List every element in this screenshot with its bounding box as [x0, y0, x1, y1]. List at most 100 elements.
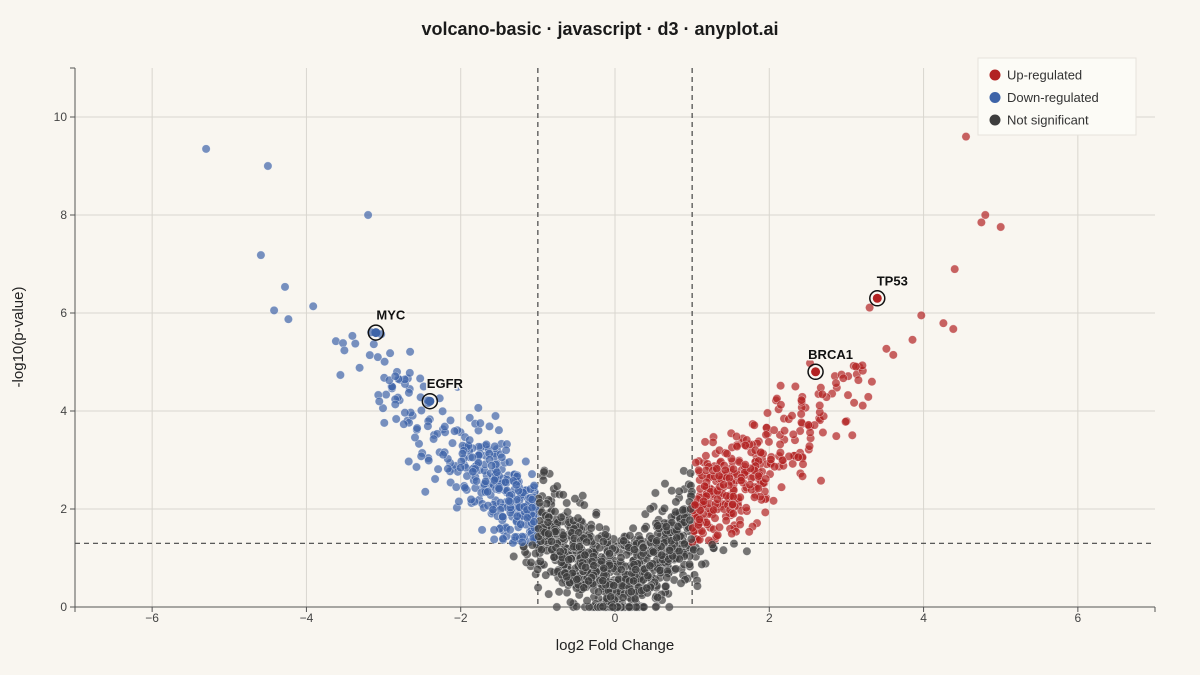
data-point [527, 503, 537, 513]
data-point [760, 507, 770, 517]
data-point [719, 480, 729, 490]
data-point [695, 546, 705, 556]
data-point [776, 482, 786, 492]
data-point [533, 564, 543, 574]
data-point [660, 479, 670, 489]
data-point [798, 459, 808, 469]
data-point [504, 457, 514, 467]
data-point [712, 464, 722, 474]
data-point [594, 522, 604, 532]
data-point [729, 539, 739, 549]
data-point [645, 561, 655, 571]
data-point [741, 503, 751, 513]
data-point [775, 448, 785, 458]
gene-label: TP53 [877, 273, 908, 288]
data-point [283, 314, 293, 324]
data-point [308, 301, 318, 311]
data-point [535, 498, 545, 508]
data-point [628, 576, 638, 586]
data-point [694, 465, 704, 475]
legend-label: Not significant [1007, 113, 1089, 128]
data-point [740, 460, 750, 470]
data-point [721, 516, 731, 526]
legend-label: Up-regulated [1007, 68, 1082, 83]
data-point [555, 547, 565, 557]
data-point [849, 398, 859, 408]
data-point [831, 431, 841, 441]
highlighted-point [811, 367, 821, 377]
data-point [420, 487, 430, 497]
data-point [511, 480, 521, 490]
data-point [564, 555, 574, 565]
data-point [976, 217, 986, 227]
data-point [579, 583, 589, 593]
data-point [684, 559, 694, 569]
data-point [753, 483, 763, 493]
data-point [526, 557, 536, 567]
y-tick-label: 8 [60, 208, 67, 222]
data-point [489, 475, 499, 485]
data-point [494, 425, 504, 435]
highlight-ring [367, 324, 385, 341]
data-point [201, 144, 211, 154]
data-point [400, 408, 410, 418]
data-point [454, 496, 464, 506]
data-point [764, 437, 774, 447]
data-point [521, 456, 531, 466]
data-point [468, 467, 478, 477]
data-point [728, 492, 738, 502]
data-point [497, 452, 507, 462]
data-point [728, 499, 738, 509]
data-point [768, 496, 778, 506]
legend-marker [989, 114, 1001, 126]
data-point [399, 419, 409, 429]
chart-title: volcano-basic · javascript · d3 · anyplo… [421, 19, 778, 39]
data-point [582, 596, 592, 606]
data-point [562, 572, 572, 582]
data-point [770, 462, 780, 472]
data-point [788, 429, 798, 439]
data-point [598, 537, 608, 547]
data-point [443, 464, 453, 474]
data-point [541, 570, 551, 580]
data-point [916, 310, 926, 320]
data-point [645, 504, 655, 514]
data-point [793, 452, 803, 462]
data-point [728, 509, 738, 519]
data-point [775, 439, 785, 449]
data-point [662, 573, 672, 583]
data-point [599, 563, 609, 573]
data-point [665, 545, 675, 555]
data-point [589, 561, 599, 571]
data-point [550, 507, 560, 517]
data-point [269, 305, 279, 315]
data-point [481, 439, 491, 449]
data-point [692, 581, 702, 591]
data-point [863, 392, 873, 402]
data-point [950, 264, 960, 274]
data-point [685, 468, 695, 478]
data-point [533, 583, 543, 593]
data-point [769, 425, 779, 435]
axes: −6 −4 −2 0 2 4 6 0 2 4 6 8 10 [54, 67, 1156, 625]
x-tick-label: 4 [920, 611, 927, 625]
data-point [961, 132, 971, 142]
data-point [415, 373, 425, 383]
data-point [475, 418, 485, 428]
data-point [405, 368, 415, 378]
data-point [604, 549, 614, 559]
data-point [465, 435, 475, 445]
data-point [700, 481, 710, 491]
data-point [851, 362, 861, 372]
data-point [498, 534, 508, 544]
data-point [546, 536, 556, 546]
x-tick-label: −4 [300, 611, 314, 625]
data-point [580, 550, 590, 560]
data-point [629, 545, 639, 555]
data-point [539, 467, 549, 477]
data-point [796, 409, 806, 419]
highlight-ring [869, 290, 886, 307]
data-point [709, 505, 719, 515]
data-point [410, 432, 420, 442]
data-point [797, 471, 807, 481]
